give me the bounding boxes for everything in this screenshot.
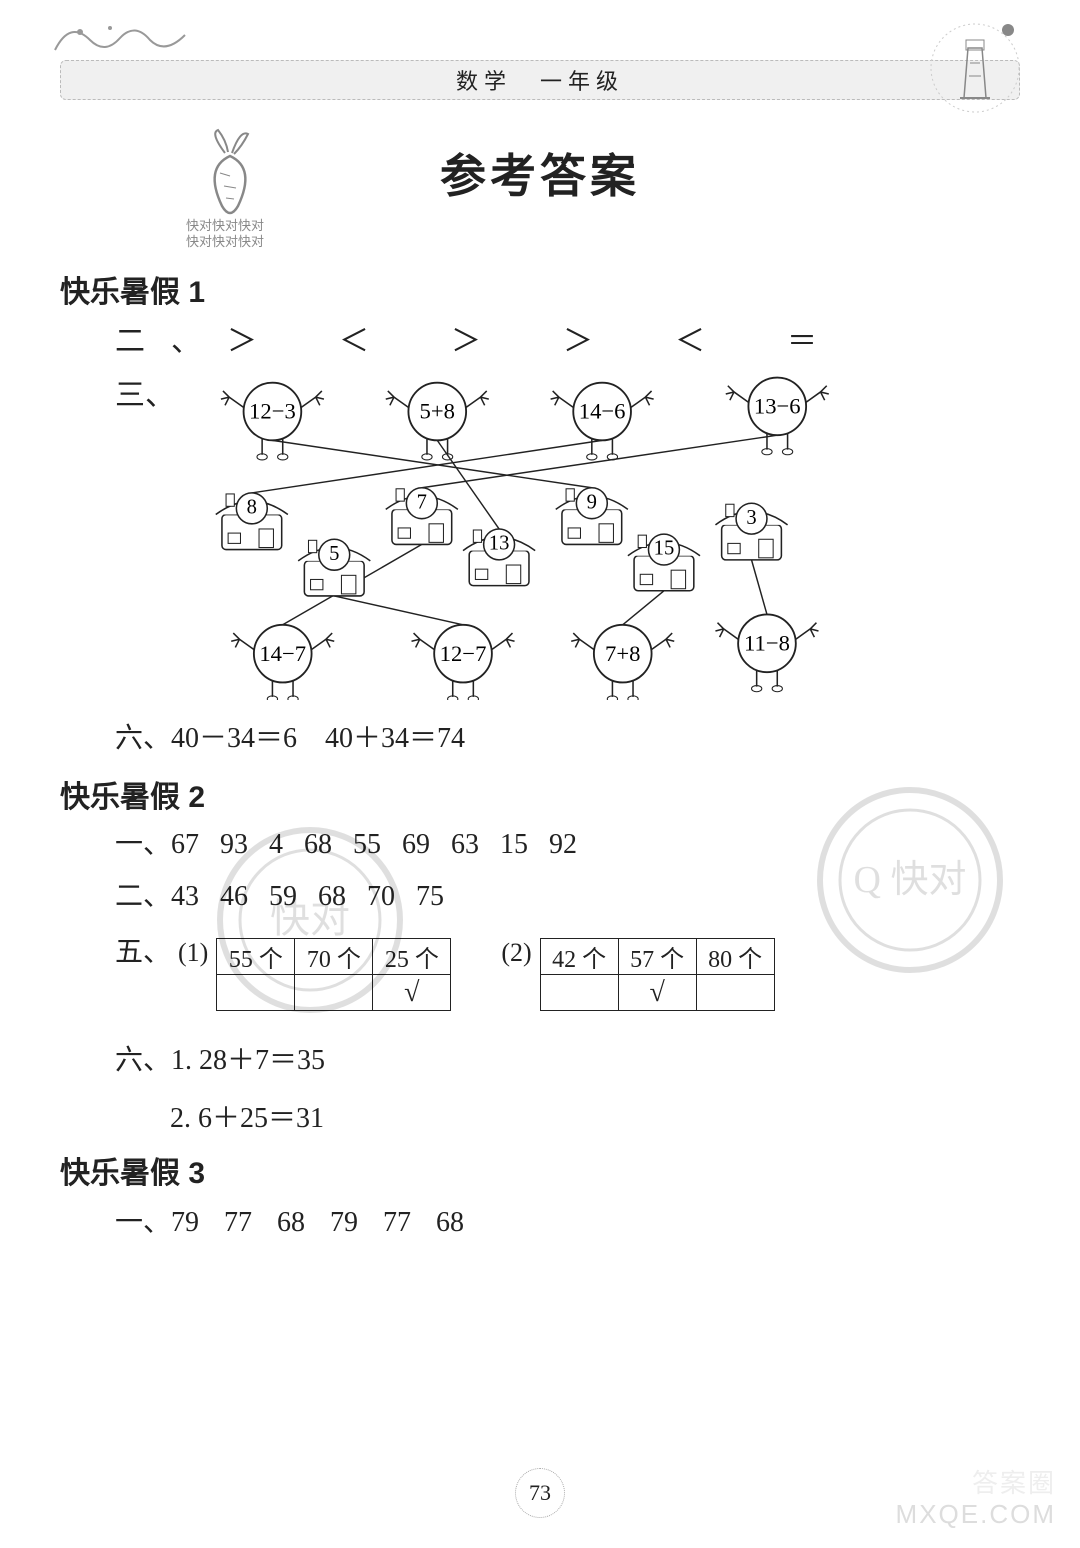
diagram-figure: 11−8	[715, 614, 818, 691]
svg-text:7+8: 7+8	[605, 641, 640, 666]
header-text: 数学 一年级	[456, 64, 624, 96]
svg-text:Q 快对: Q 快对	[854, 859, 967, 901]
s1-line6: 六、40－34＝6 40＋34＝74	[115, 716, 465, 756]
diagram-figure: 12−7	[412, 625, 515, 700]
s1-line2: 二、＞ ＜ ＞ ＞ ＜ ＝	[115, 316, 843, 360]
watermark-text: MXQE.COM	[896, 1499, 1056, 1530]
svg-text:3: 3	[746, 507, 756, 529]
table-cell: 42 个	[540, 939, 618, 975]
table-cell: 57 个	[618, 939, 696, 975]
matching-diagram: 12−3 5+8 14−6 13−6 8 7 9 5 13 15 3 14−7 12−7 7+8 11−8	[130, 360, 930, 700]
svg-text:12−7: 12−7	[440, 641, 487, 666]
s1-line2-symbols: ＞ ＜ ＞ ＞ ＜ ＝	[227, 325, 843, 358]
page-title: 参考答案	[440, 151, 640, 202]
diagram-figure: 7+8	[571, 625, 674, 700]
table-cell	[696, 975, 774, 1011]
wave-decoration-icon	[50, 10, 190, 60]
svg-text:11−8: 11−8	[744, 631, 790, 656]
page-number: 73	[515, 1468, 565, 1518]
s1-line2-prefix: 二、	[115, 325, 227, 358]
carrot-caption: 快对快对快对 快对快对快对	[186, 218, 264, 249]
carrot-caption-line: 快对快对快对	[186, 234, 264, 250]
svg-text:7: 7	[417, 491, 427, 513]
title-row: 参考答案	[0, 140, 1080, 206]
section-heading-2: 快乐暑假 2	[60, 772, 205, 816]
diagram-house: 13	[463, 529, 535, 586]
svg-text:快对: 快对	[270, 896, 350, 941]
diagram-house: 7	[386, 488, 458, 545]
answer-table: (2) 42 个57 个80 个√	[501, 938, 774, 1011]
svg-text:13: 13	[489, 533, 510, 555]
table-cell: √	[618, 975, 696, 1011]
s3-line1: 一、79 77 68 79 77 68	[115, 1200, 464, 1240]
header-band: 数学 一年级	[60, 60, 1020, 100]
diagram-figure: 13−6	[726, 378, 829, 455]
s2-line6b: 2. 6＋25＝31	[170, 1096, 324, 1136]
diagram-figure: 5+8	[386, 383, 489, 460]
s2-line6a: 六、1. 28＋7＝35	[115, 1038, 325, 1078]
diagram-house: 9	[556, 488, 628, 545]
page: 数学 一年级 快对快对快对 快对快对快对 参考答案 快乐暑假 1 二、＞ ＜ ＞…	[0, 0, 1080, 1548]
svg-text:14−7: 14−7	[259, 641, 306, 666]
section-heading-1: 快乐暑假 1	[60, 267, 205, 311]
mini-table: 42 个57 个80 个√	[540, 938, 775, 1011]
watermark-stamp-icon: 快对	[180, 820, 440, 1020]
diagram-house: 8	[216, 493, 288, 550]
svg-text:9: 9	[587, 491, 597, 513]
diagram-house: 3	[715, 503, 787, 560]
diagram-house: 15	[628, 534, 700, 591]
section-heading-3: 快乐暑假 3	[60, 1148, 205, 1192]
carrot-caption-line: 快对快对快对	[186, 218, 264, 234]
svg-text:12−3: 12−3	[249, 399, 296, 424]
watermark-text: 答案圈	[972, 1463, 1056, 1500]
diagram-figure: 14−6	[551, 383, 654, 460]
lighthouse-icon	[930, 18, 1020, 128]
svg-text:5+8: 5+8	[420, 399, 455, 424]
svg-text:13−6: 13−6	[754, 394, 801, 419]
table-label: (2)	[501, 938, 531, 968]
s2-line5-prefix: 五、	[115, 937, 171, 968]
watermark-stamp-icon: Q 快对	[790, 780, 1030, 980]
diagram-house: 5	[298, 539, 370, 596]
svg-text:14−6: 14−6	[579, 399, 626, 424]
diagram-figure: 12−3	[221, 383, 324, 460]
table-cell: 80 个	[696, 939, 774, 975]
table-cell	[540, 975, 618, 1011]
svg-text:15: 15	[654, 538, 675, 560]
svg-text:5: 5	[329, 543, 339, 565]
svg-text:8: 8	[247, 497, 257, 519]
diagram-figure: 14−7	[231, 625, 334, 700]
